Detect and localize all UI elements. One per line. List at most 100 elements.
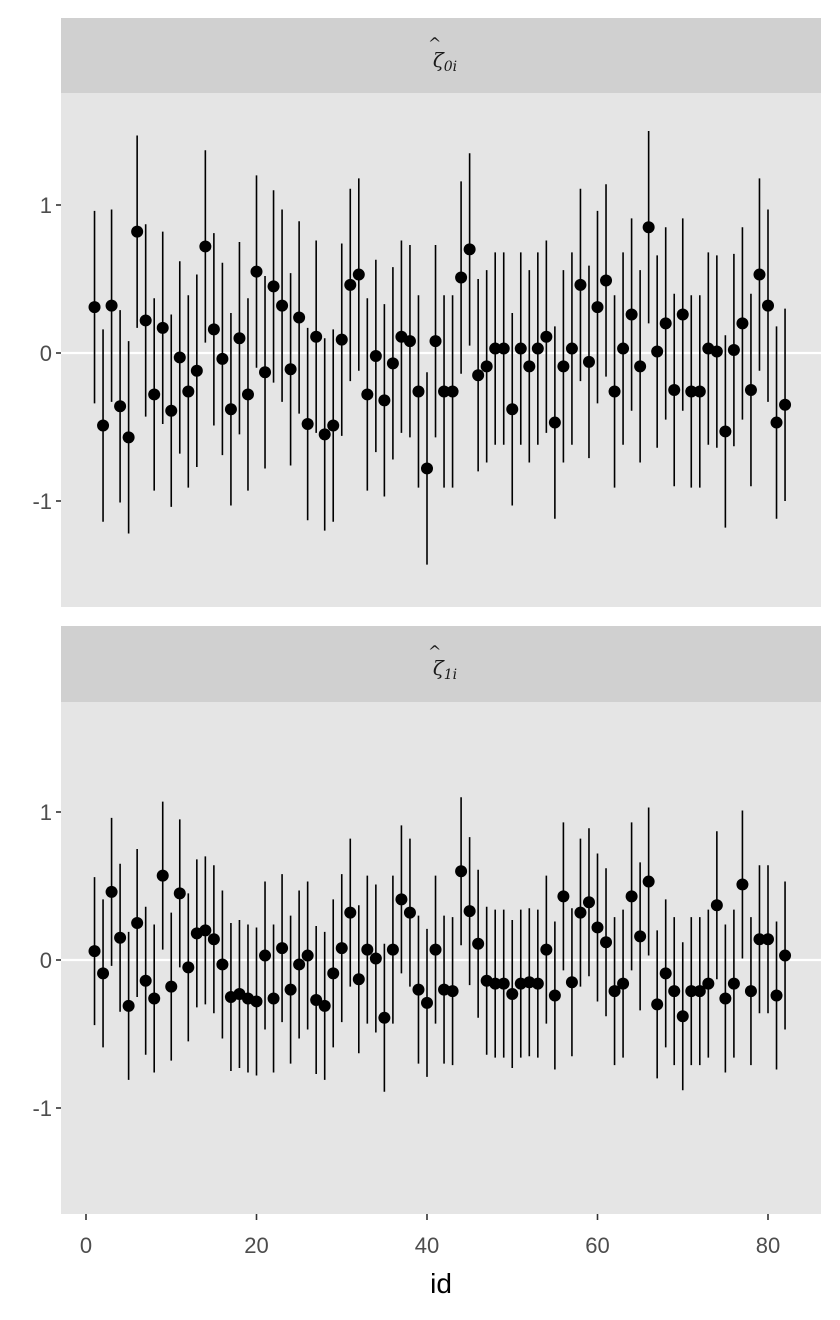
- hat-accent: ^: [428, 33, 442, 53]
- data-point: [412, 385, 425, 398]
- data-point: [327, 419, 340, 432]
- data-point: [105, 885, 118, 898]
- data-point: [753, 933, 766, 946]
- data-point: [634, 360, 647, 373]
- data-point: [403, 906, 416, 919]
- data-point: [293, 311, 306, 324]
- data-point: [310, 330, 323, 343]
- data-point: [463, 243, 476, 256]
- data-point: [744, 985, 757, 998]
- data-point: [403, 335, 416, 348]
- strip-label-subscript: 1i: [443, 667, 458, 683]
- data-point: [259, 366, 272, 379]
- data-point: [727, 977, 740, 990]
- data-point: [267, 280, 280, 293]
- data-point: [421, 462, 433, 475]
- x-tick-label: 60: [585, 1233, 609, 1258]
- x-tick-label: 40: [415, 1233, 439, 1258]
- data-point: [472, 369, 485, 382]
- data-point: [318, 428, 331, 441]
- data-point: [250, 265, 263, 278]
- data-point: [250, 995, 263, 1008]
- data-point: [685, 985, 698, 998]
- data-point: [301, 418, 314, 431]
- data-point: [668, 985, 681, 998]
- data-point: [600, 274, 613, 287]
- data-point: [97, 419, 110, 432]
- data-point: [148, 992, 161, 1005]
- data-point: [429, 943, 442, 956]
- data-point: [352, 268, 365, 281]
- data-point: [267, 992, 280, 1005]
- data-point: [676, 308, 689, 321]
- data-point: [173, 887, 186, 900]
- data-point: [165, 404, 178, 417]
- data-point: [190, 364, 203, 377]
- data-point: [386, 943, 399, 956]
- panel-background: [61, 702, 821, 1214]
- facet-panel-0: 1 0 -1: [32, 18, 821, 607]
- data-point: [565, 976, 578, 989]
- data-point: [770, 416, 783, 429]
- data-point: [634, 930, 647, 943]
- data-point: [182, 961, 195, 974]
- data-point: [685, 385, 698, 398]
- data-point: [421, 996, 433, 1009]
- data-point: [779, 398, 792, 411]
- x-axis-title: id: [430, 1268, 452, 1299]
- data-point: [139, 974, 152, 987]
- data-point: [455, 271, 468, 284]
- data-point: [455, 865, 468, 878]
- data-point: [540, 943, 553, 956]
- data-point: [131, 917, 144, 929]
- data-point: [378, 1011, 391, 1024]
- strip-label-subscript: 0i: [443, 58, 458, 75]
- data-point: [489, 342, 502, 355]
- data-point: [122, 999, 135, 1012]
- data-point: [531, 342, 544, 355]
- data-point: [156, 321, 169, 334]
- data-point: [651, 345, 664, 358]
- data-point: [438, 385, 451, 398]
- strip-label-base: ζ: [432, 47, 444, 72]
- data-point: [276, 942, 289, 955]
- data-point: [651, 998, 664, 1011]
- data-point: [386, 357, 399, 370]
- data-point: [310, 993, 323, 1006]
- data-point: [105, 299, 118, 312]
- data-point: [216, 958, 229, 971]
- data-point: [412, 983, 425, 996]
- data-point: [727, 344, 740, 357]
- data-point: [736, 878, 749, 891]
- data-point: [241, 388, 254, 401]
- data-point: [378, 394, 391, 407]
- data-point: [335, 333, 348, 346]
- data-point: [659, 967, 672, 980]
- data-point: [165, 980, 178, 993]
- data-point: [574, 278, 587, 291]
- data-point: [480, 360, 493, 373]
- data-point: [762, 933, 774, 946]
- y-tick-label: -1: [32, 1096, 52, 1121]
- data-point: [582, 355, 595, 368]
- data-point: [284, 983, 297, 996]
- data-point: [344, 906, 357, 919]
- facet-strip-label: ^ ζ0i: [425, 34, 465, 75]
- data-point: [497, 977, 510, 990]
- data-point: [199, 924, 212, 937]
- data-point: [617, 977, 630, 990]
- data-point: [369, 349, 382, 362]
- data-point: [276, 299, 289, 312]
- data-point: [446, 385, 459, 398]
- data-point: [216, 352, 229, 365]
- data-point: [710, 899, 723, 912]
- hat-accent: ^: [428, 642, 442, 661]
- data-point: [574, 906, 587, 919]
- data-point: [207, 933, 220, 946]
- x-axis: 0 20 40 60 80 id: [80, 1214, 780, 1299]
- data-point: [122, 431, 135, 444]
- data-point: [173, 351, 186, 364]
- data-point: [565, 342, 578, 355]
- data-point: [361, 943, 374, 956]
